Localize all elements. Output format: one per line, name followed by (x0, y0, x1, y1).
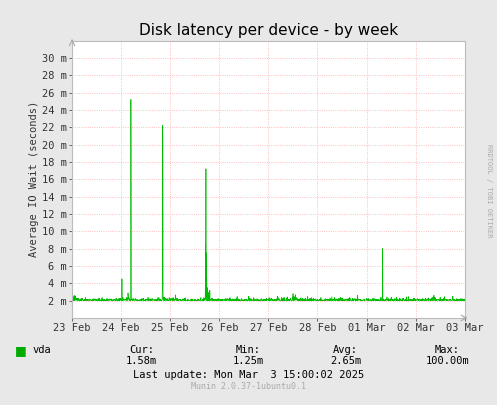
Text: Min:: Min: (236, 345, 261, 355)
Text: 1.25m: 1.25m (233, 356, 264, 366)
Text: RRDTOOL / TOBI OETIKER: RRDTOOL / TOBI OETIKER (486, 144, 492, 237)
Text: 100.00m: 100.00m (425, 356, 469, 366)
Text: 1.58m: 1.58m (126, 356, 157, 366)
Text: 2.65m: 2.65m (330, 356, 361, 366)
Text: Avg:: Avg: (333, 345, 358, 355)
Text: vda: vda (32, 345, 51, 355)
Text: Last update: Mon Mar  3 15:00:02 2025: Last update: Mon Mar 3 15:00:02 2025 (133, 370, 364, 379)
Y-axis label: Average IO Wait (seconds): Average IO Wait (seconds) (29, 101, 39, 257)
Text: Cur:: Cur: (129, 345, 154, 355)
Text: ■: ■ (15, 344, 27, 357)
Text: Munin 2.0.37-1ubuntu0.1: Munin 2.0.37-1ubuntu0.1 (191, 382, 306, 391)
Title: Disk latency per device - by week: Disk latency per device - by week (139, 23, 398, 38)
Text: Max:: Max: (435, 345, 460, 355)
